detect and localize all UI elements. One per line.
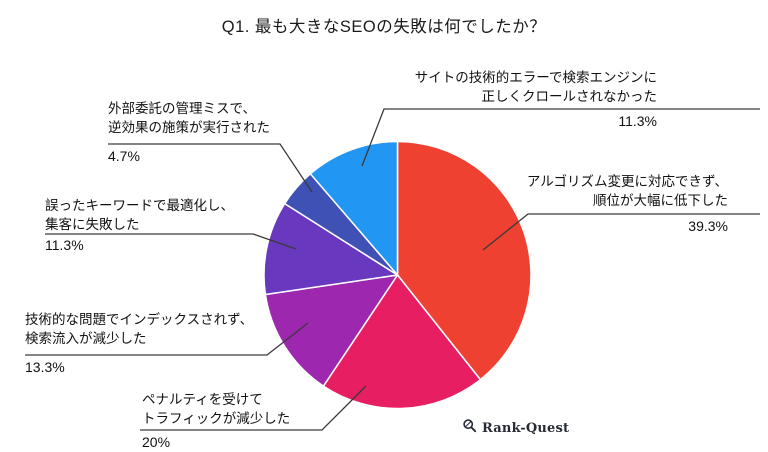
slice-label-line1: サイトの技術的エラーで検索エンジンに bbox=[414, 70, 657, 85]
pie-slice-not-indexed bbox=[264, 274, 399, 387]
slice-percent: 4.7% bbox=[108, 148, 140, 164]
slice-percent: 11.3% bbox=[618, 113, 657, 129]
slice-label-line1: ペナルティを受けて bbox=[142, 392, 263, 407]
slice-percent: 11.3% bbox=[45, 237, 84, 253]
slice-label-line1: 誤ったキーワードで最適化し、 bbox=[45, 198, 234, 213]
pie-slice-wrong-keywords bbox=[263, 202, 399, 296]
slice-percent: 39.3% bbox=[688, 218, 728, 234]
pie-slice-penalty bbox=[322, 274, 482, 410]
slice-label-penalty: ペナルティを受けて トラフィックが減少した 20% bbox=[142, 390, 290, 452]
brand-logo: Rank-Quest bbox=[462, 418, 569, 438]
slice-label-line1: 外部委託の管理ミスで、 bbox=[108, 101, 256, 116]
leader-line-not-indexed bbox=[25, 322, 309, 356]
pie-slice-algorithm-change bbox=[396, 140, 532, 381]
slice-label-line1: アルゴリズム変更に対応できず、 bbox=[526, 174, 728, 189]
slice-percent: 20% bbox=[142, 434, 171, 450]
leader-line-crawl-error bbox=[361, 108, 760, 167]
slice-label-algorithm-change: アルゴリズム変更に対応できず、 順位が大幅に低下した 39.3% bbox=[527, 172, 728, 236]
slice-percent: 13.3% bbox=[25, 359, 65, 375]
slice-label-line1: 技術的な問題でインデックスされず、 bbox=[25, 312, 254, 327]
slice-label-line2: 集客に失敗した bbox=[45, 217, 140, 232]
slice-label-line2: 逆効果の施策が実行された bbox=[108, 120, 270, 135]
leader-line-wrong-keywords bbox=[45, 233, 297, 250]
leader-line-outsourcing-mismanagement bbox=[108, 143, 313, 193]
slice-label-line2: 順位が大幅に低下した bbox=[593, 193, 728, 208]
chart-title: Q1. 最も大きなSEOの失敗は何でしたか？ bbox=[221, 18, 547, 36]
magnifier-icon bbox=[462, 418, 477, 438]
slice-label-not-indexed: 技術的な問題でインデックスされず、 検索流入が減少した 13.3% bbox=[25, 310, 253, 377]
pie-slice-crawl-error bbox=[309, 140, 399, 276]
slice-label-line2: トラフィックが減少した bbox=[142, 411, 291, 426]
brand-name: Rank-Quest bbox=[482, 420, 570, 436]
leader-line-algorithm-change bbox=[482, 213, 760, 251]
slice-label-crawl-error: サイトの技術的エラーで検索エンジンに 正しくクロールされなかった 11.3% bbox=[415, 68, 657, 131]
leader-line-penalty bbox=[140, 385, 367, 431]
slice-label-wrong-keywords: 誤ったキーワードで最適化し、 集客に失敗した 11.3% bbox=[45, 196, 234, 255]
slice-label-line2: 正しくクロールされなかった bbox=[481, 89, 658, 104]
slice-label-outsourcing-mismanagement: 外部委託の管理ミスで、 逆効果の施策が実行された 4.7% bbox=[108, 99, 270, 166]
slice-label-line2: 検索流入が減少した bbox=[25, 331, 147, 346]
